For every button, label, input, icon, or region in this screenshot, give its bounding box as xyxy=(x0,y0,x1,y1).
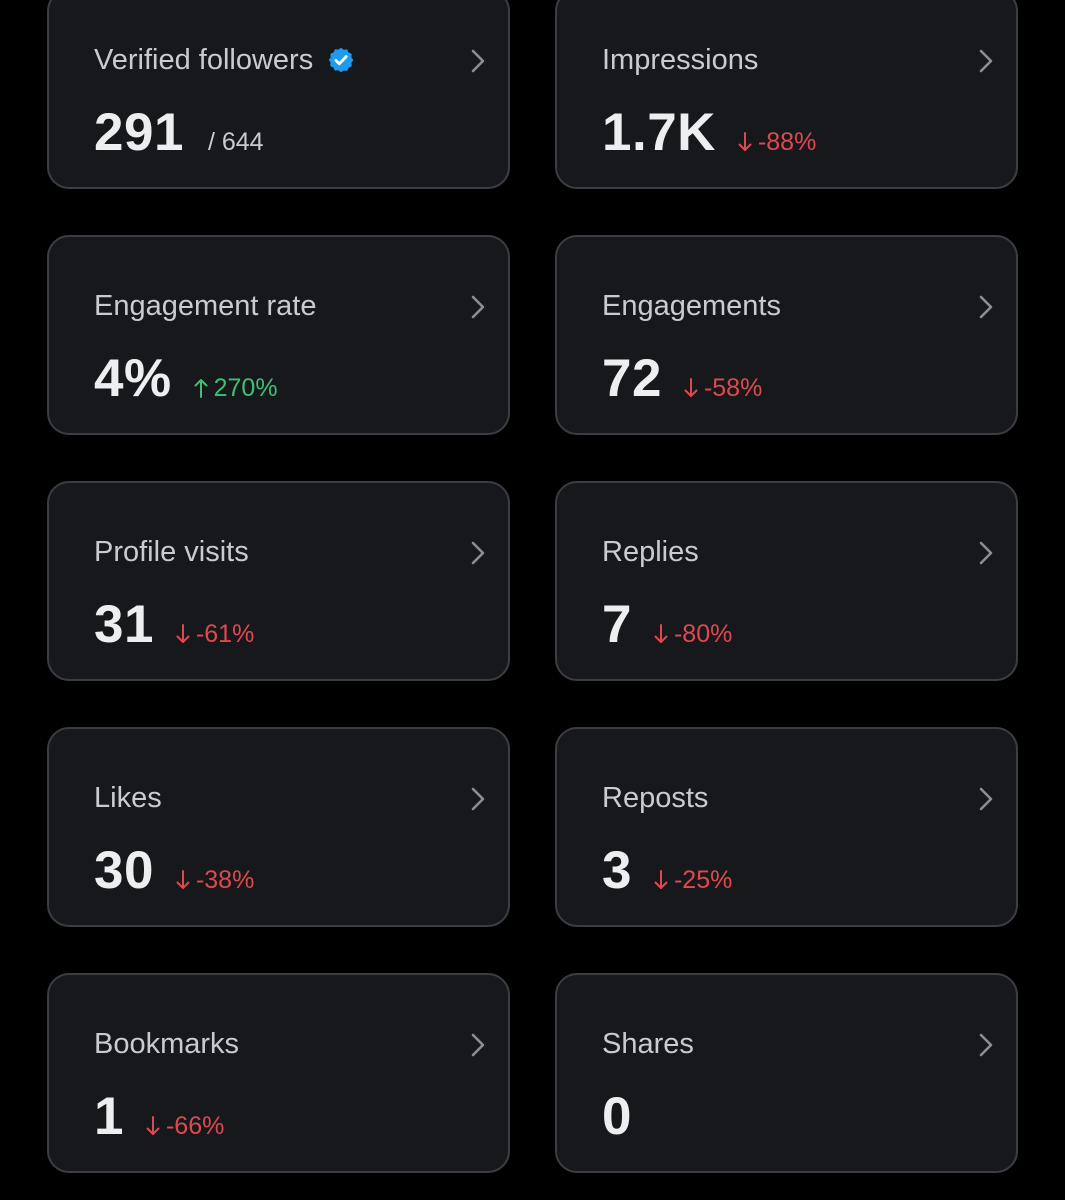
chevron-right-icon xyxy=(471,787,485,811)
card-title-row: Shares xyxy=(602,1027,694,1061)
metric-value: 7 xyxy=(602,595,632,654)
card-title-row: Engagement rate xyxy=(94,289,316,323)
delta-label: -58% xyxy=(703,374,763,402)
metrics-grid: Verified followers 291 / 644 Impressions… xyxy=(47,0,1018,1173)
metric-value: 291 xyxy=(94,103,184,162)
metric-value: 30 xyxy=(94,841,154,900)
card-title: Shares xyxy=(602,1028,694,1060)
chevron-right-icon xyxy=(979,1033,993,1057)
value-row: 1.7K -88% xyxy=(602,103,816,163)
metric-delta: -80% xyxy=(654,620,732,649)
delta-label: -61% xyxy=(195,620,255,648)
card-engagements[interactable]: Engagements 72 -58% xyxy=(555,235,1018,435)
card-title-row: Impressions xyxy=(602,43,758,77)
metric-value: 1 xyxy=(94,1087,124,1146)
card-title: Impressions xyxy=(602,44,759,76)
value-row: 0 xyxy=(602,1087,632,1147)
arrow-down-icon xyxy=(654,624,668,643)
value-row: 3 -25% xyxy=(602,841,732,901)
chevron-right-icon xyxy=(471,295,485,319)
metric-total: / 644 xyxy=(207,128,264,156)
metric-value: 4% xyxy=(94,349,172,408)
card-title: Replies xyxy=(602,536,699,568)
value-row: 31 -61% xyxy=(94,595,254,655)
chevron-right-icon xyxy=(471,49,485,73)
delta-label: -25% xyxy=(673,866,733,894)
card-shares[interactable]: Shares 0 xyxy=(555,973,1018,1173)
card-title: Profile visits xyxy=(94,536,249,568)
card-title: Engagement rate xyxy=(94,290,317,322)
metric-value: 1.7K xyxy=(602,103,716,162)
metric-delta: -88% xyxy=(738,128,816,157)
metric-delta: -61% xyxy=(176,620,254,649)
value-row: 72 -58% xyxy=(602,349,762,409)
arrow-down-icon xyxy=(176,870,190,889)
chevron-right-icon xyxy=(979,295,993,319)
card-likes[interactable]: Likes 30 -38% xyxy=(47,727,510,927)
chevron-right-icon xyxy=(979,541,993,565)
delta-label: -38% xyxy=(195,866,255,894)
card-verified-followers[interactable]: Verified followers 291 / 644 xyxy=(47,0,510,189)
card-title: Verified followers xyxy=(94,44,314,76)
card-title-row: Likes xyxy=(94,781,162,815)
card-bookmarks[interactable]: Bookmarks 1 -66% xyxy=(47,973,510,1173)
card-title: Likes xyxy=(94,782,162,814)
card-title: Reposts xyxy=(602,782,709,814)
delta-label: -88% xyxy=(757,128,817,156)
metric-value: 31 xyxy=(94,595,154,654)
arrow-down-icon xyxy=(654,870,668,889)
metric-delta: -25% xyxy=(654,866,732,895)
card-title-row: Reposts xyxy=(602,781,708,815)
delta-label: -66% xyxy=(165,1112,225,1140)
card-impressions[interactable]: Impressions 1.7K -88% xyxy=(555,0,1018,189)
card-title: Engagements xyxy=(602,290,781,322)
metric-delta: 270% xyxy=(194,374,278,403)
card-reposts[interactable]: Reposts 3 -25% xyxy=(555,727,1018,927)
metric-value: 3 xyxy=(602,841,632,900)
metric-value: 0 xyxy=(602,1087,632,1146)
card-title-row: Verified followers xyxy=(94,43,355,77)
card-title-row: Replies xyxy=(602,535,699,569)
metric-value: 72 xyxy=(602,349,662,408)
delta-label: 270% xyxy=(213,374,278,402)
arrow-up-icon xyxy=(194,379,208,398)
card-replies[interactable]: Replies 7 -80% xyxy=(555,481,1018,681)
verified-badge-icon xyxy=(328,47,354,73)
card-title: Bookmarks xyxy=(94,1028,240,1060)
delta-label: -80% xyxy=(673,620,733,648)
arrow-down-icon xyxy=(146,1116,160,1135)
chevron-right-icon xyxy=(471,541,485,565)
value-row: 1 -66% xyxy=(94,1087,224,1147)
chevron-right-icon xyxy=(979,49,993,73)
arrow-down-icon xyxy=(738,132,752,151)
value-row: 7 -80% xyxy=(602,595,732,655)
chevron-right-icon xyxy=(471,1033,485,1057)
metric-delta: -66% xyxy=(146,1112,224,1141)
card-title-row: Profile visits xyxy=(94,535,249,569)
value-row: 291 / 644 xyxy=(94,103,264,163)
chevron-right-icon xyxy=(979,787,993,811)
card-engagement-rate[interactable]: Engagement rate 4% 270% xyxy=(47,235,510,435)
arrow-down-icon xyxy=(176,624,190,643)
value-row: 30 -38% xyxy=(94,841,254,901)
card-title-row: Engagements xyxy=(602,289,781,323)
value-row: 4% 270% xyxy=(94,349,278,409)
arrow-down-icon xyxy=(684,378,698,397)
card-profile-visits[interactable]: Profile visits 31 -61% xyxy=(47,481,510,681)
metric-delta: -58% xyxy=(684,374,762,403)
metric-delta: -38% xyxy=(176,866,254,895)
card-title-row: Bookmarks xyxy=(94,1027,239,1061)
